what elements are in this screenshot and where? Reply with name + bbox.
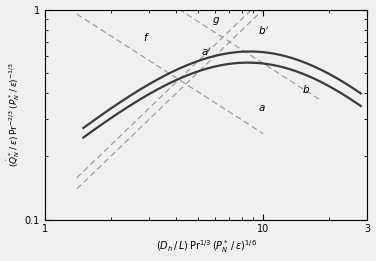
Text: $a'$: $a'$ bbox=[201, 45, 212, 58]
Text: $b'$: $b'$ bbox=[258, 25, 270, 37]
X-axis label: $(D_h\,/\,L)\,\mathrm{Pr}^{1/3}\,(P_N^*\,/\,\varepsilon)^{1/6}$: $(D_h\,/\,L)\,\mathrm{Pr}^{1/3}\,(P_N^*\… bbox=[156, 239, 257, 256]
Y-axis label: $(\dot{Q}_N^*\,/\,\varepsilon)\,\mathrm{Pr}^{-2/3}\,(P_N^*\,/\,\varepsilon)^{-1/: $(\dot{Q}_N^*\,/\,\varepsilon)\,\mathrm{… bbox=[6, 62, 22, 167]
Text: $g$: $g$ bbox=[212, 15, 220, 27]
Text: $b$: $b$ bbox=[302, 83, 310, 95]
Text: $f$: $f$ bbox=[143, 31, 150, 43]
Text: $a$: $a$ bbox=[258, 103, 266, 113]
